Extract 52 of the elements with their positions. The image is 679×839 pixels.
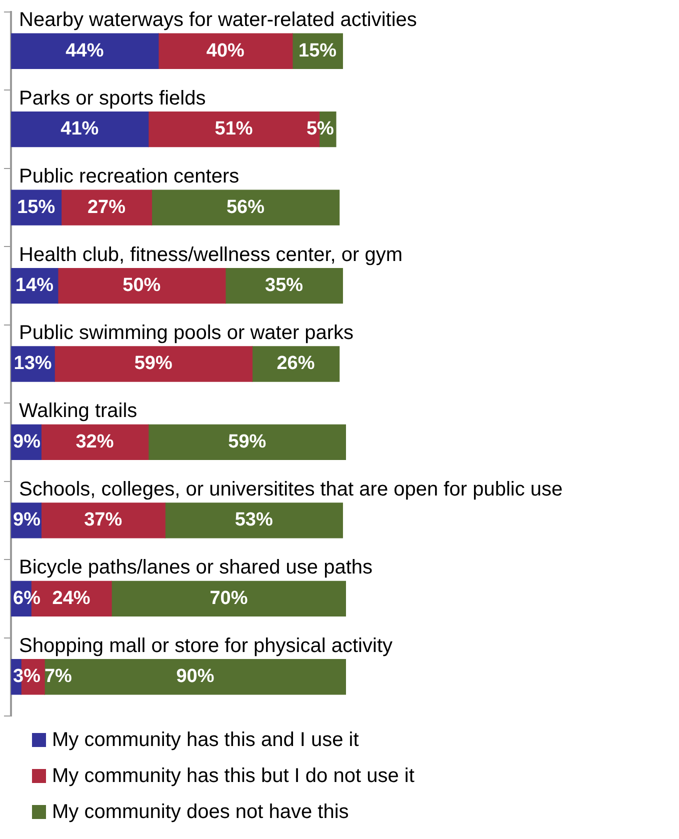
bar <box>11 33 159 69</box>
y-tick-label: Health club, fitness/wellness center, or gym <box>19 244 403 266</box>
bar <box>40 502 166 538</box>
y-tick-label: Public swimming pools or water parks <box>19 322 354 344</box>
data-label: 15% <box>298 40 337 62</box>
data-label: 9% <box>13 510 41 531</box>
bar <box>44 659 346 695</box>
data-label: 59% <box>134 353 172 374</box>
bar <box>148 424 346 460</box>
data-label: 14% <box>15 275 54 296</box>
data-label: 13% <box>14 353 52 374</box>
data-label: 50% <box>122 275 161 296</box>
y-tick-label: Bicycle paths/lanes or shared use paths <box>19 556 373 579</box>
bar <box>164 502 343 538</box>
legend-label: My community does not have this <box>52 800 349 824</box>
data-label: 5% <box>306 118 334 140</box>
data-label: 9% <box>13 431 41 452</box>
y-tick-label: Nearby waterways for water-related activities <box>19 9 417 32</box>
y-tick-label: Parks or sports fields <box>19 87 206 110</box>
bar <box>111 580 346 616</box>
bar <box>151 190 340 226</box>
data-label: 70% <box>210 588 248 609</box>
y-tick-label: Schools, colleges, or universitites that are open for public use <box>19 478 563 500</box>
data-label: 90% <box>176 666 214 688</box>
legend-label: My community has this and I use it <box>52 728 359 752</box>
bar <box>252 346 340 382</box>
data-label: 56% <box>226 196 265 218</box>
bar <box>11 112 149 148</box>
bar <box>158 33 293 69</box>
data-label: 37% <box>84 510 122 531</box>
bar <box>225 268 343 304</box>
data-label: 41% <box>60 118 99 140</box>
bar <box>40 424 149 460</box>
y-tick-label: Public recreation centers <box>19 166 240 188</box>
y-tick-label: Walking trails <box>19 400 138 422</box>
bar <box>58 268 226 304</box>
y-tick-label: Shopping mall or store for physical activity <box>19 634 392 657</box>
data-label: 15% <box>17 196 56 218</box>
data-label: 27% <box>87 196 126 218</box>
bar <box>54 346 253 382</box>
data-label: 59% <box>228 431 266 452</box>
data-label: 53% <box>234 510 273 531</box>
legend-label: My community has this but I do not use it <box>52 764 414 788</box>
data-label: 32% <box>76 431 114 452</box>
data-label: 35% <box>265 275 304 296</box>
bar <box>60 190 152 226</box>
data-label: 40% <box>206 40 245 62</box>
data-label: 51% <box>214 118 253 140</box>
data-label: 24% <box>52 588 90 609</box>
data-label: 7% <box>44 666 72 688</box>
data-label: 26% <box>276 353 315 374</box>
data-label: 44% <box>66 40 104 62</box>
